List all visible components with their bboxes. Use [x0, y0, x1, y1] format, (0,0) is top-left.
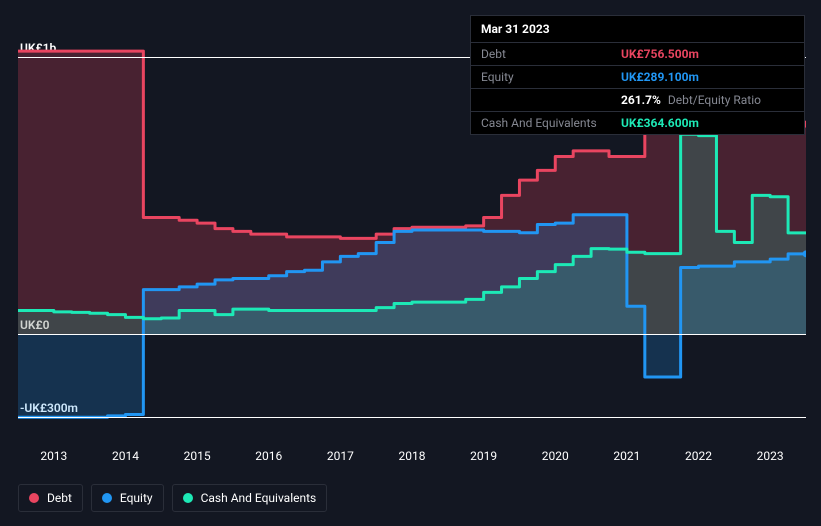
tooltip-row-label: Cash And Equivalents: [481, 116, 621, 130]
legend-swatch: [29, 493, 39, 503]
chart-tooltip: Mar 31 2023 DebtUK£756.500mEquityUK£289.…: [470, 15, 805, 135]
tooltip-row-label: Debt: [481, 47, 621, 61]
x-axis-label: 2017: [327, 449, 354, 463]
chart-legend: Debt Equity Cash And Equivalents: [18, 484, 327, 512]
x-axis: 2013 2014 2015 2016 2017 2018 2019 2020 2021 2022…: [18, 447, 806, 465]
tooltip-row-suffix: Debt/Equity Ratio: [665, 93, 761, 107]
legend-swatch: [102, 493, 112, 503]
x-axis-label: 2022: [685, 449, 712, 463]
tooltip-row-value: UK£289.100m: [621, 70, 699, 84]
x-axis-label: 2023: [757, 449, 784, 463]
legend-label: Equity: [120, 491, 153, 505]
legend-item-equity[interactable]: Equity: [91, 484, 164, 512]
tooltip-date: Mar 31 2023: [471, 16, 804, 43]
legend-label: Debt: [47, 491, 72, 505]
x-axis-label: 2021: [613, 449, 640, 463]
tooltip-row: EquityUK£289.100m: [471, 66, 804, 89]
legend-item-debt[interactable]: Debt: [18, 484, 83, 512]
tooltip-row: DebtUK£756.500m: [471, 43, 804, 66]
x-axis-label: 2018: [399, 449, 426, 463]
tooltip-row-label: Equity: [481, 70, 621, 84]
tooltip-row: Cash And EquivalentsUK£364.600m: [471, 112, 804, 134]
tooltip-row-value: 261.7% Debt/Equity Ratio: [621, 93, 761, 107]
legend-swatch: [183, 493, 193, 503]
tooltip-row-label: [481, 93, 621, 107]
tooltip-row: 261.7% Debt/Equity Ratio: [471, 89, 804, 112]
x-axis-label: 2015: [184, 449, 211, 463]
legend-label: Cash And Equivalents: [201, 491, 317, 505]
legend-item-cash-and-equivalents[interactable]: Cash And Equivalents: [172, 484, 328, 512]
x-axis-label: 2019: [470, 449, 497, 463]
x-axis-label: 2014: [112, 449, 139, 463]
tooltip-row-value: UK£364.600m: [621, 116, 699, 130]
x-axis-label: 2020: [542, 449, 569, 463]
x-axis-label: 2016: [255, 449, 282, 463]
tooltip-row-value: UK£756.500m: [621, 47, 699, 61]
x-axis-label: 2013: [40, 449, 67, 463]
